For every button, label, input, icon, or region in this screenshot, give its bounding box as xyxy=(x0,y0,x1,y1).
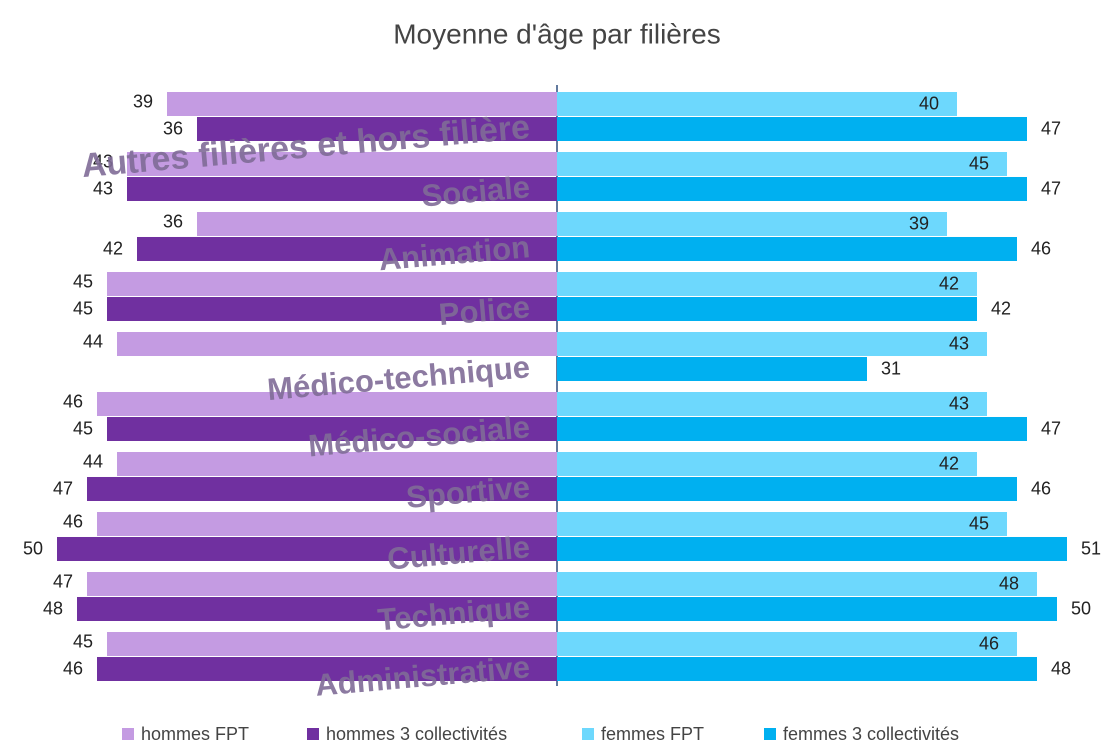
bar xyxy=(557,332,987,356)
bar xyxy=(557,572,1037,596)
bar xyxy=(557,632,1017,656)
chart-title: Moyenne d'âge par filières xyxy=(393,18,721,49)
bar xyxy=(557,452,977,476)
data-label: 47 xyxy=(53,571,73,591)
bar xyxy=(557,272,977,296)
bar xyxy=(97,512,557,536)
data-label: 42 xyxy=(939,453,959,473)
bar xyxy=(197,117,557,141)
bar xyxy=(107,417,557,441)
data-label: 51 xyxy=(1081,538,1101,558)
bar xyxy=(557,237,1017,261)
data-label: 46 xyxy=(63,511,83,531)
data-label: 48 xyxy=(999,573,1019,593)
bar xyxy=(197,212,557,236)
bar xyxy=(557,357,867,381)
data-label: 48 xyxy=(1051,658,1071,678)
data-label: 48 xyxy=(43,598,63,618)
bar xyxy=(557,152,1007,176)
bar xyxy=(557,392,987,416)
data-label: 50 xyxy=(1071,598,1091,618)
data-label: 46 xyxy=(63,658,83,678)
data-label: 50 xyxy=(23,538,43,558)
data-label: 36 xyxy=(163,118,183,138)
bar xyxy=(87,572,557,596)
data-label: 31 xyxy=(881,358,901,378)
data-label: 43 xyxy=(949,393,969,413)
data-label: 39 xyxy=(909,213,929,233)
bar xyxy=(97,392,557,416)
bar xyxy=(97,657,557,681)
bar xyxy=(117,452,557,476)
data-label: 47 xyxy=(53,478,73,498)
bar xyxy=(167,92,557,116)
data-label: 42 xyxy=(991,298,1011,318)
legend-label: femmes FPT xyxy=(601,724,704,742)
data-label: 47 xyxy=(1041,178,1061,198)
legend-label: hommes 3 collectivités xyxy=(326,724,507,742)
data-label: 40 xyxy=(919,93,939,113)
bar xyxy=(557,657,1037,681)
data-label: 45 xyxy=(73,298,93,318)
data-label: 45 xyxy=(969,153,989,173)
bar xyxy=(557,537,1067,561)
legend-swatch xyxy=(582,728,594,740)
data-label: 46 xyxy=(1031,238,1051,258)
category-label: Culturelle xyxy=(386,529,531,576)
data-label: 36 xyxy=(163,211,183,231)
bar xyxy=(107,272,557,296)
bar xyxy=(557,212,947,236)
bar xyxy=(557,477,1017,501)
data-label: 45 xyxy=(73,418,93,438)
data-label: 46 xyxy=(1031,478,1051,498)
bar xyxy=(87,477,557,501)
data-label: 45 xyxy=(969,513,989,533)
data-label: 43 xyxy=(949,333,969,353)
legend-swatch xyxy=(122,728,134,740)
bar xyxy=(557,177,1027,201)
data-label: 44 xyxy=(83,331,103,351)
data-label: 45 xyxy=(73,271,93,291)
legend-swatch xyxy=(307,728,319,740)
category-label: Police xyxy=(437,289,531,332)
bar xyxy=(557,512,1007,536)
legend-label: femmes 3 collectivités xyxy=(783,724,959,742)
bar xyxy=(557,297,977,321)
legend-swatch xyxy=(764,728,776,740)
data-label: 46 xyxy=(979,633,999,653)
bar xyxy=(77,597,557,621)
bar xyxy=(557,597,1057,621)
bar xyxy=(557,92,957,116)
legend-label: hommes FPT xyxy=(141,724,249,742)
category-label: Sportive xyxy=(405,469,532,515)
bar xyxy=(127,152,557,176)
data-label: 43 xyxy=(93,151,113,171)
category-label: Animation xyxy=(377,229,531,277)
data-label: 47 xyxy=(1041,118,1061,138)
data-label: 46 xyxy=(63,391,83,411)
data-label: 42 xyxy=(939,273,959,293)
bar xyxy=(557,117,1027,141)
data-label: 44 xyxy=(83,451,103,471)
bar xyxy=(107,297,557,321)
category-label: Technique xyxy=(376,589,531,637)
data-label: 42 xyxy=(103,238,123,258)
bar xyxy=(137,237,557,261)
bar xyxy=(57,537,557,561)
bar xyxy=(107,632,557,656)
data-label: 45 xyxy=(73,631,93,651)
bar xyxy=(117,332,557,356)
bar xyxy=(557,417,1027,441)
bar xyxy=(127,177,557,201)
data-label: 47 xyxy=(1041,418,1061,438)
data-label: 43 xyxy=(93,178,113,198)
data-label: 39 xyxy=(133,91,153,111)
